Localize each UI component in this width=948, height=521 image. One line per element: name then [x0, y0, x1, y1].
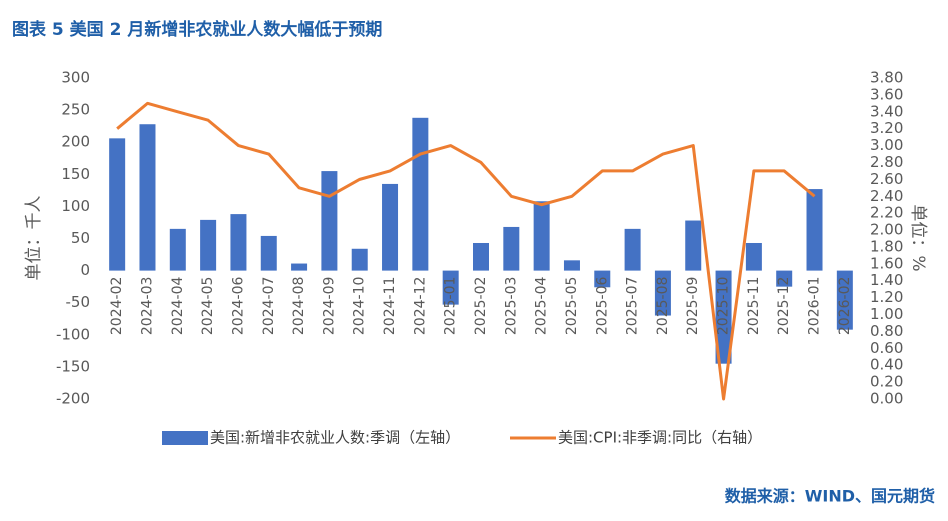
x-tick-label: 2025-05 [564, 277, 580, 336]
x-tick-label: 2024-09 [321, 277, 337, 336]
x-tick-label: 2024-12 [412, 277, 428, 336]
x-tick-label: 2024-08 [291, 277, 307, 336]
chart-title: 图表 5 美国 2 月新增非农就业人数大幅低于预期 [12, 19, 382, 40]
bar [260, 235, 277, 271]
bar [563, 260, 580, 271]
bar [412, 117, 429, 271]
bar [654, 270, 671, 316]
y-tick-label: 50 [71, 229, 90, 247]
legend-swatch [162, 431, 208, 445]
line [116, 101, 816, 401]
x-tick-label: 2024-11 [382, 277, 398, 336]
y-tick-label: 0 [80, 261, 90, 279]
bar [745, 242, 762, 271]
x-tick-label: 2025-03 [503, 277, 519, 336]
bar [473, 242, 489, 271]
y-tick-label: 300 [61, 69, 90, 87]
y2-tick-label: 2.80 [870, 153, 903, 171]
x-tick-label: 2025-08 [655, 277, 671, 336]
x-tick-label: 2024-07 [261, 277, 277, 336]
bar [715, 270, 732, 364]
y-tick-label: -200 [56, 390, 90, 408]
y2-tick-label: 1.00 [870, 305, 903, 323]
y2-tick-label: 3.60 [870, 85, 903, 103]
bar [351, 248, 368, 271]
y2-tick-label: 1.60 [870, 254, 903, 272]
y2-tick-label: 0.00 [870, 390, 903, 408]
legend-label: 美国:新增非农就业人数:季调（左轴） [210, 429, 460, 447]
x-tick-label: 2025-07 [625, 277, 641, 336]
source: 数据来源：WIND、国元期货 [725, 487, 935, 506]
y2-tick-label: 2.20 [870, 204, 903, 222]
y2-tick-label: 3.80 [870, 69, 903, 87]
y-tick-label: -50 [66, 293, 91, 311]
y2-axis-label: 单位：% [908, 204, 928, 271]
x-tick-label: 2026-01 [807, 277, 823, 336]
y-tick-label: 150 [61, 165, 90, 183]
y2-tick-label: 2.60 [870, 170, 903, 188]
x-tick-label: 2024-06 [230, 277, 246, 336]
x-tick-label: 2025-02 [473, 277, 489, 336]
bar [836, 270, 853, 330]
bar [685, 220, 702, 271]
x-tick-label: 2024-03 [139, 277, 155, 336]
x-tick-label: 2026-02 [837, 277, 853, 336]
x-tick-label: 2024-10 [352, 277, 368, 336]
y2-tick-label: 1.80 [870, 237, 903, 255]
y2-tick-label: 3.20 [870, 119, 903, 137]
y2-tick-label: 2.00 [870, 221, 903, 239]
y-tick-label: -150 [56, 357, 90, 375]
y2-tick-label: 3.00 [870, 136, 903, 154]
x-tick-label: 2024-05 [200, 277, 216, 336]
bar [321, 171, 338, 271]
x-tick-label: 2025-09 [685, 277, 701, 336]
x-tick-label: 2025-12 [776, 277, 792, 336]
y2-tick-label: 0.20 [870, 373, 903, 391]
y-tick-label: 100 [61, 197, 90, 215]
bar [503, 226, 520, 271]
x-tick-label: 2025-04 [534, 277, 550, 336]
y2-tick-label: 0.80 [870, 322, 903, 340]
y-tick-label: 200 [61, 133, 90, 151]
y2-tick-label: 2.40 [870, 187, 903, 205]
bar [169, 228, 186, 271]
bar [624, 228, 641, 271]
y2-tick-label: 1.20 [870, 288, 903, 306]
bar [139, 124, 156, 271]
bar [776, 270, 793, 287]
y2-tick-label: 0.40 [870, 356, 903, 374]
x-tick-label: 2025-11 [746, 277, 762, 336]
y2-tick-label: 0.60 [870, 339, 903, 357]
y-tick-label: 250 [61, 101, 90, 119]
y2-tick-label: 1.40 [870, 271, 903, 289]
bar [200, 219, 217, 271]
bar [291, 263, 308, 271]
x-tick-label: 2025-06 [594, 277, 610, 336]
bar [382, 183, 399, 271]
bar [442, 270, 459, 305]
x-tick-label: 2024-04 [170, 277, 186, 336]
bar [594, 270, 611, 288]
x-tick-label: 2025-01 [443, 277, 459, 336]
x-tick-label: 2024-02 [109, 277, 125, 336]
x-tick-label: 2025-10 [716, 277, 732, 336]
bar [533, 201, 550, 271]
legend-label: 美国:CPI:非季调:同比（右轴） [558, 429, 762, 447]
bar [109, 138, 126, 271]
bar [230, 214, 247, 271]
y2-tick-label: 3.40 [870, 102, 903, 120]
y-tick-label: -100 [56, 325, 90, 343]
y-axis-label: 单位：千人 [24, 196, 44, 281]
bar [806, 189, 823, 271]
